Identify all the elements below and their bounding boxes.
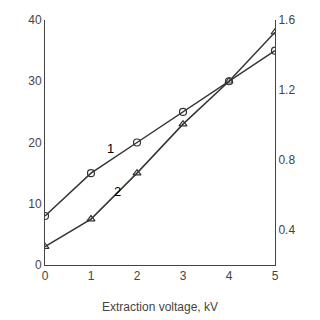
svg-text:2: 2 (114, 184, 121, 199)
svg-text:10: 10 (28, 197, 42, 211)
svg-text:1.6: 1.6 (278, 13, 295, 27)
svg-text:4: 4 (226, 269, 233, 283)
svg-text:1: 1 (107, 141, 114, 156)
svg-text:1: 1 (88, 269, 95, 283)
svg-text:1.2: 1.2 (278, 83, 295, 97)
svg-text:0.4: 0.4 (278, 223, 295, 237)
svg-text:0: 0 (35, 258, 42, 272)
svg-text:Extraction voltage, kV: Extraction voltage, kV (102, 300, 218, 314)
svg-text:20: 20 (28, 136, 42, 150)
svg-text:0.8: 0.8 (278, 153, 295, 167)
svg-text:2: 2 (134, 269, 141, 283)
svg-text:0: 0 (42, 269, 49, 283)
svg-text:40: 40 (28, 13, 42, 27)
svg-text:3: 3 (180, 269, 187, 283)
svg-text:30: 30 (28, 74, 42, 88)
svg-text:5: 5 (272, 269, 279, 283)
